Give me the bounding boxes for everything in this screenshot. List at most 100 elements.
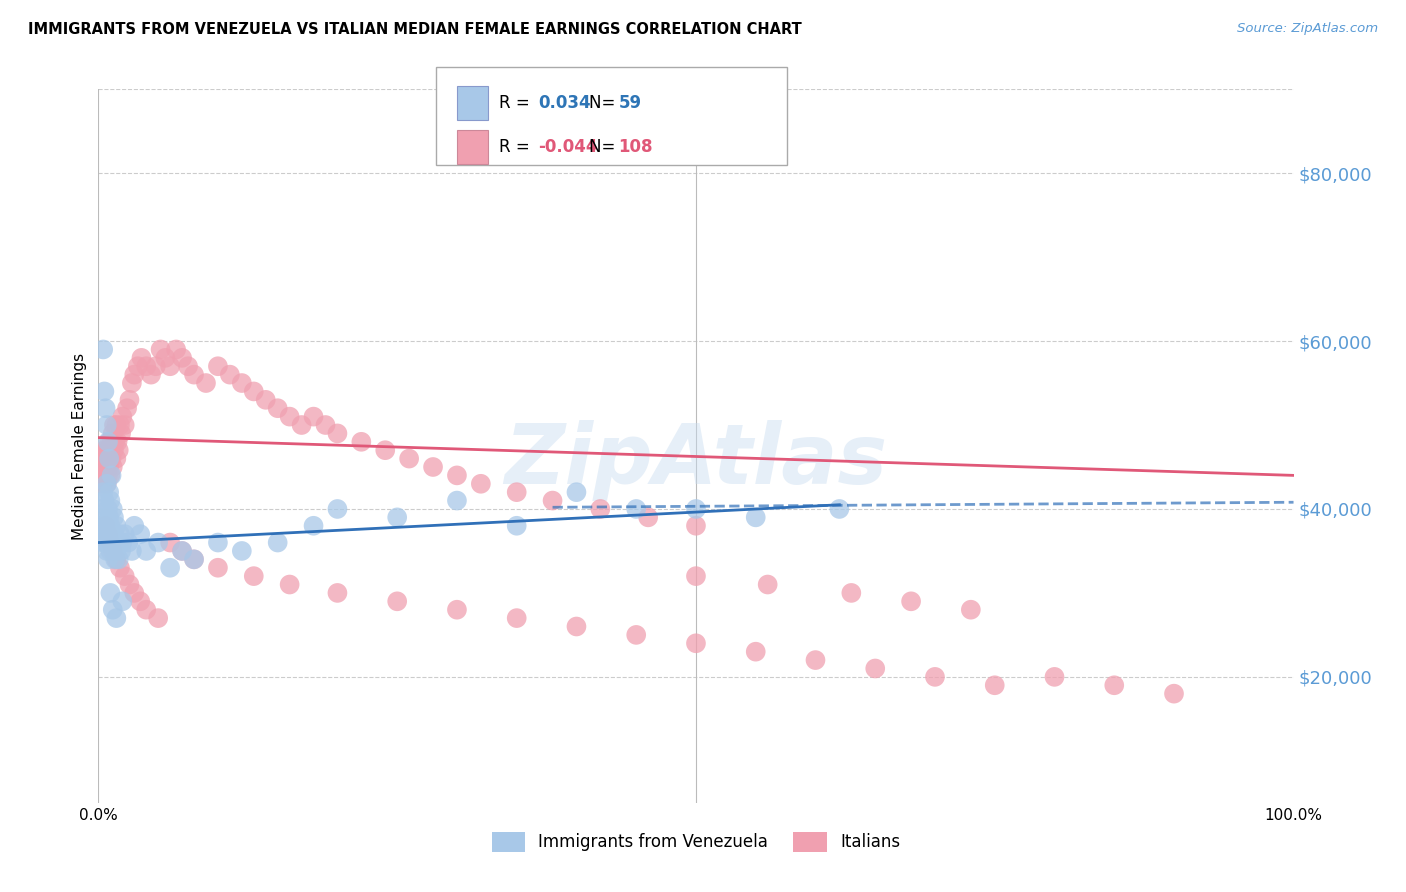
Point (326, 502, 349, 516)
Point (267, 535, 290, 549)
Point (94, 443, 117, 458)
Point (506, 518, 529, 533)
Point (98, 535, 122, 549)
Point (828, 502, 851, 516)
Point (111, 409, 134, 424)
Point (110, 426, 132, 441)
Point (105, 544, 128, 558)
Point (93, 527, 115, 541)
Point (685, 518, 707, 533)
Point (121, 376, 143, 390)
Point (107, 552, 129, 566)
Point (148, 535, 170, 549)
Point (756, 577, 779, 591)
Text: -0.044: -0.044 (538, 138, 598, 156)
Point (108, 417, 131, 432)
Point (96, 451, 118, 466)
Point (91, 476, 114, 491)
Point (1104, 678, 1126, 692)
Point (96, 527, 118, 541)
Point (315, 417, 337, 432)
Point (422, 460, 444, 475)
Y-axis label: Median Female Earnings: Median Female Earnings (72, 352, 87, 540)
Point (94, 518, 117, 533)
Point (94, 518, 117, 533)
Point (93, 443, 115, 458)
Point (110, 544, 132, 558)
Point (165, 343, 187, 357)
Point (101, 426, 124, 441)
Point (172, 544, 194, 558)
Point (685, 502, 707, 516)
Point (398, 451, 420, 466)
Point (108, 527, 131, 541)
Point (100, 468, 122, 483)
Point (97, 527, 120, 541)
Point (506, 485, 529, 500)
Point (159, 560, 181, 574)
Point (685, 569, 707, 583)
Point (117, 535, 139, 549)
Point (135, 359, 157, 374)
Point (446, 603, 468, 617)
Point (124, 586, 146, 600)
Point (91, 460, 114, 475)
Point (97, 434, 120, 449)
Point (385, 594, 409, 608)
Point (865, 661, 887, 675)
Point (94, 460, 117, 475)
Point (159, 535, 181, 549)
Point (115, 401, 138, 416)
Point (90, 468, 112, 483)
Point (103, 417, 125, 432)
Point (98, 434, 121, 449)
Point (121, 544, 143, 558)
Point (96, 544, 118, 558)
Point (101, 603, 124, 617)
Point (101, 535, 124, 549)
Point (626, 628, 648, 642)
Point (93, 493, 115, 508)
Point (231, 376, 253, 390)
Point (984, 678, 1007, 692)
Point (243, 569, 266, 583)
Point (302, 518, 325, 533)
Point (98, 586, 122, 600)
Text: R =: R = (499, 138, 536, 156)
Point (207, 535, 229, 549)
Legend: Immigrants from Venezuela, Italians: Immigrants from Venezuela, Italians (485, 825, 907, 859)
Point (183, 552, 205, 566)
Point (101, 502, 124, 516)
Point (183, 552, 205, 566)
Point (93, 384, 115, 399)
Point (105, 518, 128, 533)
Point (231, 544, 253, 558)
Point (183, 368, 205, 382)
Point (135, 544, 157, 558)
Point (159, 359, 181, 374)
Point (103, 527, 125, 541)
Point (149, 343, 172, 357)
Point (924, 670, 946, 684)
Text: Source: ZipAtlas.com: Source: ZipAtlas.com (1237, 22, 1378, 36)
Point (103, 510, 125, 524)
Point (98, 443, 122, 458)
Point (98, 460, 121, 475)
Point (124, 518, 146, 533)
Point (98, 451, 121, 466)
Point (100, 527, 122, 541)
Point (100, 451, 122, 466)
Point (745, 510, 768, 524)
Point (91, 502, 114, 516)
Point (207, 560, 229, 574)
Text: 108: 108 (619, 138, 654, 156)
Point (145, 359, 167, 374)
Point (291, 417, 314, 432)
Point (96, 417, 118, 432)
Point (470, 476, 492, 491)
Point (104, 552, 127, 566)
Point (195, 376, 218, 390)
Point (326, 426, 349, 441)
Point (105, 451, 128, 466)
Point (589, 502, 612, 516)
